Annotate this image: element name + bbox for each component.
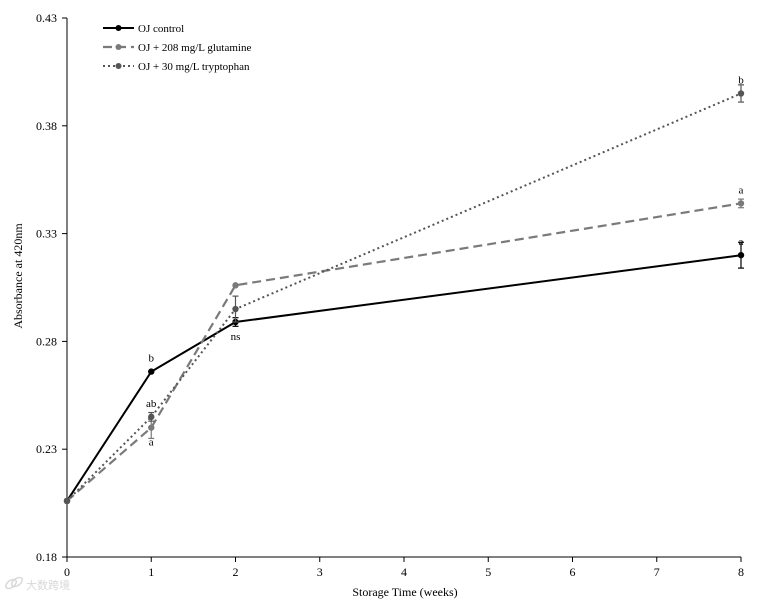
significance-label: b xyxy=(738,74,744,86)
legend-label: OJ + 208 mg/L glutamine xyxy=(138,42,251,54)
legend-label: OJ control xyxy=(138,23,184,35)
data-point xyxy=(148,368,155,375)
y-tick-label: 0.38 xyxy=(36,119,57,133)
axes: 0.18 0.23 0.28 0.33 0.38 0.43 0 1 2 3 4 5 6 7 8 xyxy=(36,11,744,579)
legend-marker xyxy=(115,25,122,31)
significance-label: a xyxy=(739,236,744,248)
series-line xyxy=(66,254,742,502)
y-tick-label: 0.43 xyxy=(36,11,57,25)
x-tick-label: 8 xyxy=(738,565,744,579)
legend-entry: OJ control xyxy=(103,23,184,35)
y-tick-label: 0.33 xyxy=(36,227,57,241)
data-point xyxy=(737,200,745,207)
plot-series xyxy=(63,84,745,505)
x-axis-title: Storage Time (weeks) xyxy=(352,585,457,599)
y-tick-label: 0.28 xyxy=(36,334,57,348)
significance-label: a xyxy=(149,437,154,449)
legend: OJ control OJ + 208 mg/L glutamine OJ + 30… xyxy=(103,23,251,73)
watermark-text: 大数跨境 xyxy=(26,578,70,592)
series-3 xyxy=(63,84,745,505)
x-tick-label: 0 xyxy=(64,565,70,579)
y-ticks: 0.18 0.23 0.28 0.33 0.38 0.43 xyxy=(36,11,67,564)
x-tick-label: 2 xyxy=(233,565,239,579)
series-line xyxy=(66,202,742,502)
series-2 xyxy=(63,198,745,505)
data-point xyxy=(148,424,155,431)
y-tick-label: 0.18 xyxy=(36,550,57,564)
legend-marker xyxy=(115,63,122,69)
series-1 xyxy=(63,241,745,505)
x-tick-label: 6 xyxy=(570,565,576,579)
x-tick-label: 1 xyxy=(148,565,154,579)
plot-annotations: b ab a ns b a a xyxy=(146,74,744,448)
x-tick-label: 3 xyxy=(317,565,323,579)
legend-marker xyxy=(115,44,122,50)
y-axis-title: Absorbance at 420nm xyxy=(11,223,25,329)
data-point xyxy=(148,413,155,421)
x-tick-label: 5 xyxy=(485,565,491,579)
significance-label: ns xyxy=(231,331,241,343)
significance-label: a xyxy=(739,184,744,196)
y-tick-label: 0.23 xyxy=(36,442,57,456)
legend-entry: OJ + 30 mg/L tryptophan xyxy=(103,61,250,73)
link-icon xyxy=(4,576,24,590)
data-point xyxy=(232,282,239,289)
data-point xyxy=(232,305,239,313)
series-line xyxy=(66,92,742,502)
x-tick-label: 7 xyxy=(654,565,660,579)
legend-label: OJ + 30 mg/L tryptophan xyxy=(138,61,250,73)
significance-label: ab xyxy=(146,398,157,410)
data-point xyxy=(737,90,745,97)
x-ticks: 0 1 2 3 4 5 6 7 8 xyxy=(64,557,744,579)
data-point xyxy=(737,251,745,259)
legend-entry: OJ + 208 mg/L glutamine xyxy=(103,42,251,54)
watermark: 大数跨境 xyxy=(4,576,70,592)
data-point xyxy=(63,497,71,505)
significance-label: b xyxy=(149,353,155,365)
x-tick-label: 4 xyxy=(401,565,407,579)
